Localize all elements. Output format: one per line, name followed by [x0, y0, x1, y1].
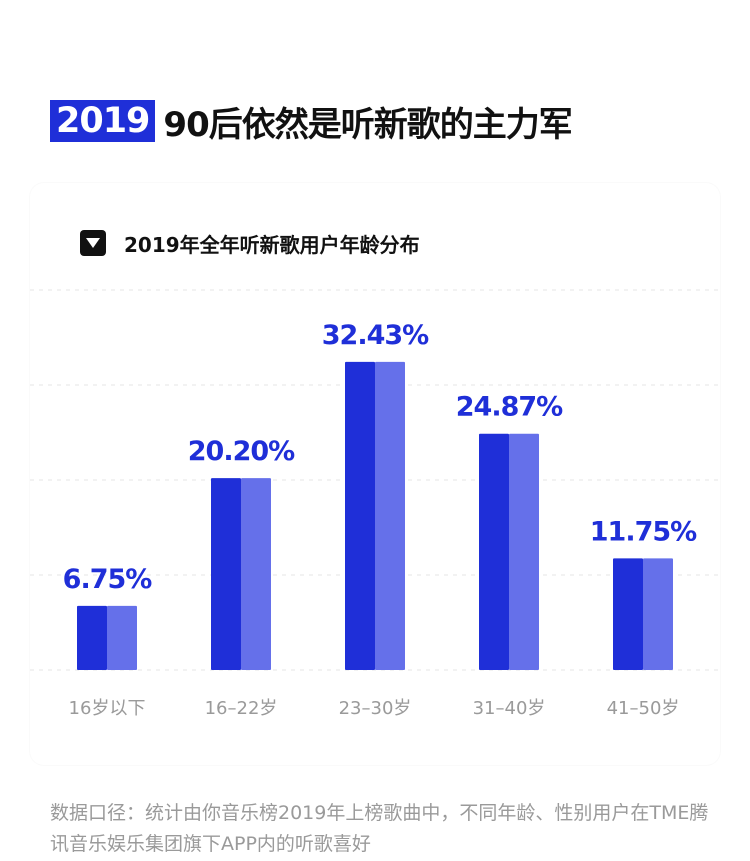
bar	[345, 361, 375, 670]
bar-highlight	[375, 361, 405, 670]
bar-highlight	[241, 478, 271, 670]
triangle-down-icon	[80, 230, 106, 256]
x-tick-label: 41–50岁	[607, 698, 680, 719]
chart-title: 2019年全年听新歌用户年龄分布	[124, 232, 420, 257]
x-tick-label: 23–30岁	[339, 698, 412, 719]
data-label: 24.87%	[456, 392, 563, 423]
data-source-note: 数据口径：统计由你音乐榜2019年上榜歌曲中，不同年龄、性别用户在TME腾讯音乐…	[50, 802, 709, 855]
data-label: 11.75%	[590, 516, 697, 547]
headline-text: 90后依然是听新歌的主力军	[163, 104, 572, 145]
bar-highlight	[107, 605, 137, 670]
bar	[479, 433, 509, 670]
headline: 2019 90后依然是听新歌的主力军	[50, 100, 573, 145]
x-tick-label: 16岁以下	[69, 698, 146, 719]
x-tick-label: 31–40岁	[473, 698, 546, 719]
x-tick-label: 16–22岁	[205, 698, 278, 719]
bar	[77, 605, 107, 670]
chart-subtitle: 2019年全年听新歌用户年龄分布	[80, 230, 420, 257]
bar-chart: 6.75% 16岁以下 20.20% 16–22岁 32.43% 23–30岁 24.87%…	[30, 289, 720, 719]
bar-highlight	[509, 433, 539, 670]
bar-highlight	[643, 558, 673, 670]
year-badge: 2019	[50, 100, 156, 142]
data-label: 32.43%	[322, 320, 429, 351]
bar	[211, 478, 241, 670]
data-label: 20.20%	[188, 436, 295, 467]
bar	[613, 558, 643, 670]
data-label: 6.75%	[63, 564, 153, 595]
